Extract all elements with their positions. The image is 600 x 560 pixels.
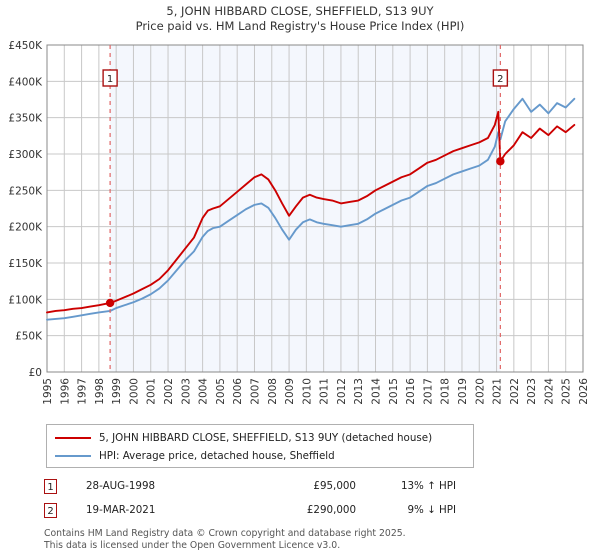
- x-axis-tick-label: 2019: [457, 378, 469, 405]
- y-axis-tick-label: £150K: [8, 258, 43, 270]
- row-badge-1: 1: [44, 478, 57, 494]
- sale-label-box: [102, 69, 118, 87]
- row-date-1: 28-AUG-1998: [86, 480, 156, 492]
- chart-titles: 5, JOHN HIBBARD CLOSE, SHEFFIELD, S13 9U…: [0, 0, 600, 34]
- x-axis-tick-label: 2006: [232, 378, 244, 405]
- x-axis-tick-label: 2014: [371, 378, 383, 405]
- footer-attribution: Contains HM Land Registry data © Crown c…: [44, 528, 564, 551]
- sale-label-text: 2: [497, 74, 503, 85]
- y-axis-tick-label: £0: [29, 367, 42, 379]
- legend-label-hpi: HPI: Average price, detached house, Shef…: [99, 450, 335, 462]
- table-row: 2 19-MAR-2021 £290,000 9% ↓ HPI: [44, 498, 474, 522]
- sale-label-box: [492, 69, 509, 87]
- footer-line-1: Contains HM Land Registry data © Crown c…: [44, 528, 406, 539]
- x-axis-tick-label: 2020: [474, 378, 486, 405]
- footer-line-2: This data is licensed under the Open Gov…: [44, 539, 341, 551]
- x-axis-tick-label: 2025: [561, 378, 573, 405]
- x-axis-tick-label: 2026: [578, 378, 590, 405]
- x-axis-tick-label: 1995: [42, 378, 54, 405]
- price-hpi-line-chart: 1995 1996 1997 1998 1999 2000 2001 2002 2003 2004…: [8, 40, 590, 405]
- row-badge-2: 2: [44, 502, 57, 518]
- x-axis-tick-label: 2005: [215, 378, 227, 405]
- x-axis-tick-label: 2008: [267, 378, 279, 405]
- x-axis-tick-label: 2003: [180, 378, 192, 405]
- ownership-band: [110, 45, 501, 372]
- sale-label-text: 1: [107, 74, 113, 85]
- x-axis-tick-label: 2021: [492, 378, 504, 405]
- legend-label-price: 5, JOHN HIBBARD CLOSE, SHEFFIELD, S13 9U…: [99, 432, 433, 444]
- page-title: 5, JOHN HIBBARD CLOSE, SHEFFIELD, S13 9U…: [166, 4, 434, 18]
- x-axis-tick-label: 2009: [284, 378, 296, 405]
- sale-point-marker: [105, 298, 115, 308]
- x-axis-tick-label: 2002: [163, 378, 175, 405]
- legend-item-hpi: HPI: Average price, detached house, Shef…: [53, 447, 467, 465]
- transactions-table: 1 28-AUG-1998 £95,000 13% ↑ HPI 2 19-MAR…: [44, 474, 474, 522]
- x-axis-tick-label: 1997: [77, 378, 89, 405]
- x-axis-tick-label: 2007: [249, 378, 261, 405]
- x-axis-tick-label: 2017: [422, 378, 434, 405]
- sale-point-marker: [496, 157, 505, 166]
- chart-legend: 5, JOHN HIBBARD CLOSE, SHEFFIELD, S13 9U…: [46, 424, 474, 468]
- x-axis-tick-label: 2022: [509, 378, 521, 405]
- legend-swatch-price: [55, 437, 91, 439]
- row-date-2: 19-MAR-2021: [86, 504, 156, 516]
- x-axis-tick-label: 2023: [526, 378, 538, 405]
- price-paid-line: [46, 110, 576, 314]
- y-axis-tick-label: £300K: [8, 149, 43, 161]
- x-axis-tick-label: 2010: [301, 378, 313, 405]
- y-axis-tick-label: £400K: [8, 76, 43, 88]
- row-hpi-2: 9% ↓ HPI: [407, 504, 457, 516]
- table-row: 1 28-AUG-1998 £95,000 13% ↑ HPI: [44, 474, 474, 498]
- x-axis-tick-label: 2000: [128, 378, 140, 405]
- page-subtitle: Price paid vs. HM Land Registry's House …: [135, 19, 465, 33]
- x-axis-tick-label: 2011: [319, 378, 331, 405]
- x-axis-tick-label: 1996: [59, 378, 71, 405]
- y-axis-tick-label: £50K: [15, 331, 43, 343]
- y-axis-tick-label: £350K: [8, 113, 43, 125]
- x-axis-tick-label: 2024: [543, 378, 555, 405]
- x-axis-tick-label: 2013: [353, 378, 365, 405]
- x-axis-tick-label: 2018: [440, 378, 452, 405]
- hpi-line: [46, 97, 576, 321]
- x-axis-tick-label: 2016: [405, 378, 417, 405]
- row-price-2: £290,000: [306, 504, 356, 516]
- x-axis-tick-label: 2012: [336, 378, 348, 405]
- row-hpi-1: 13% ↑ HPI: [400, 480, 456, 492]
- legend-swatch-hpi: [55, 455, 91, 457]
- row-price-1: £95,000: [313, 480, 356, 492]
- y-axis-tick-label: £100K: [8, 294, 43, 306]
- legend-item-price: 5, JOHN HIBBARD CLOSE, SHEFFIELD, S13 9U…: [53, 429, 467, 447]
- x-axis-tick-label: 1998: [94, 378, 106, 405]
- chart-area: 1995 1996 1997 1998 1999 2000 2001 2002 2003 2004…: [8, 40, 590, 405]
- plot-border: [46, 44, 584, 373]
- x-axis-tick-label: 2001: [146, 378, 158, 405]
- y-axis-tick-label: £450K: [8, 40, 43, 52]
- x-axis-tick-label: 1999: [111, 378, 123, 405]
- x-axis-tick-label: 2004: [198, 378, 210, 405]
- y-axis-tick-label: £250K: [8, 185, 43, 197]
- x-axis-tick-label: 2015: [388, 378, 400, 405]
- y-axis-tick-label: £200K: [8, 222, 43, 234]
